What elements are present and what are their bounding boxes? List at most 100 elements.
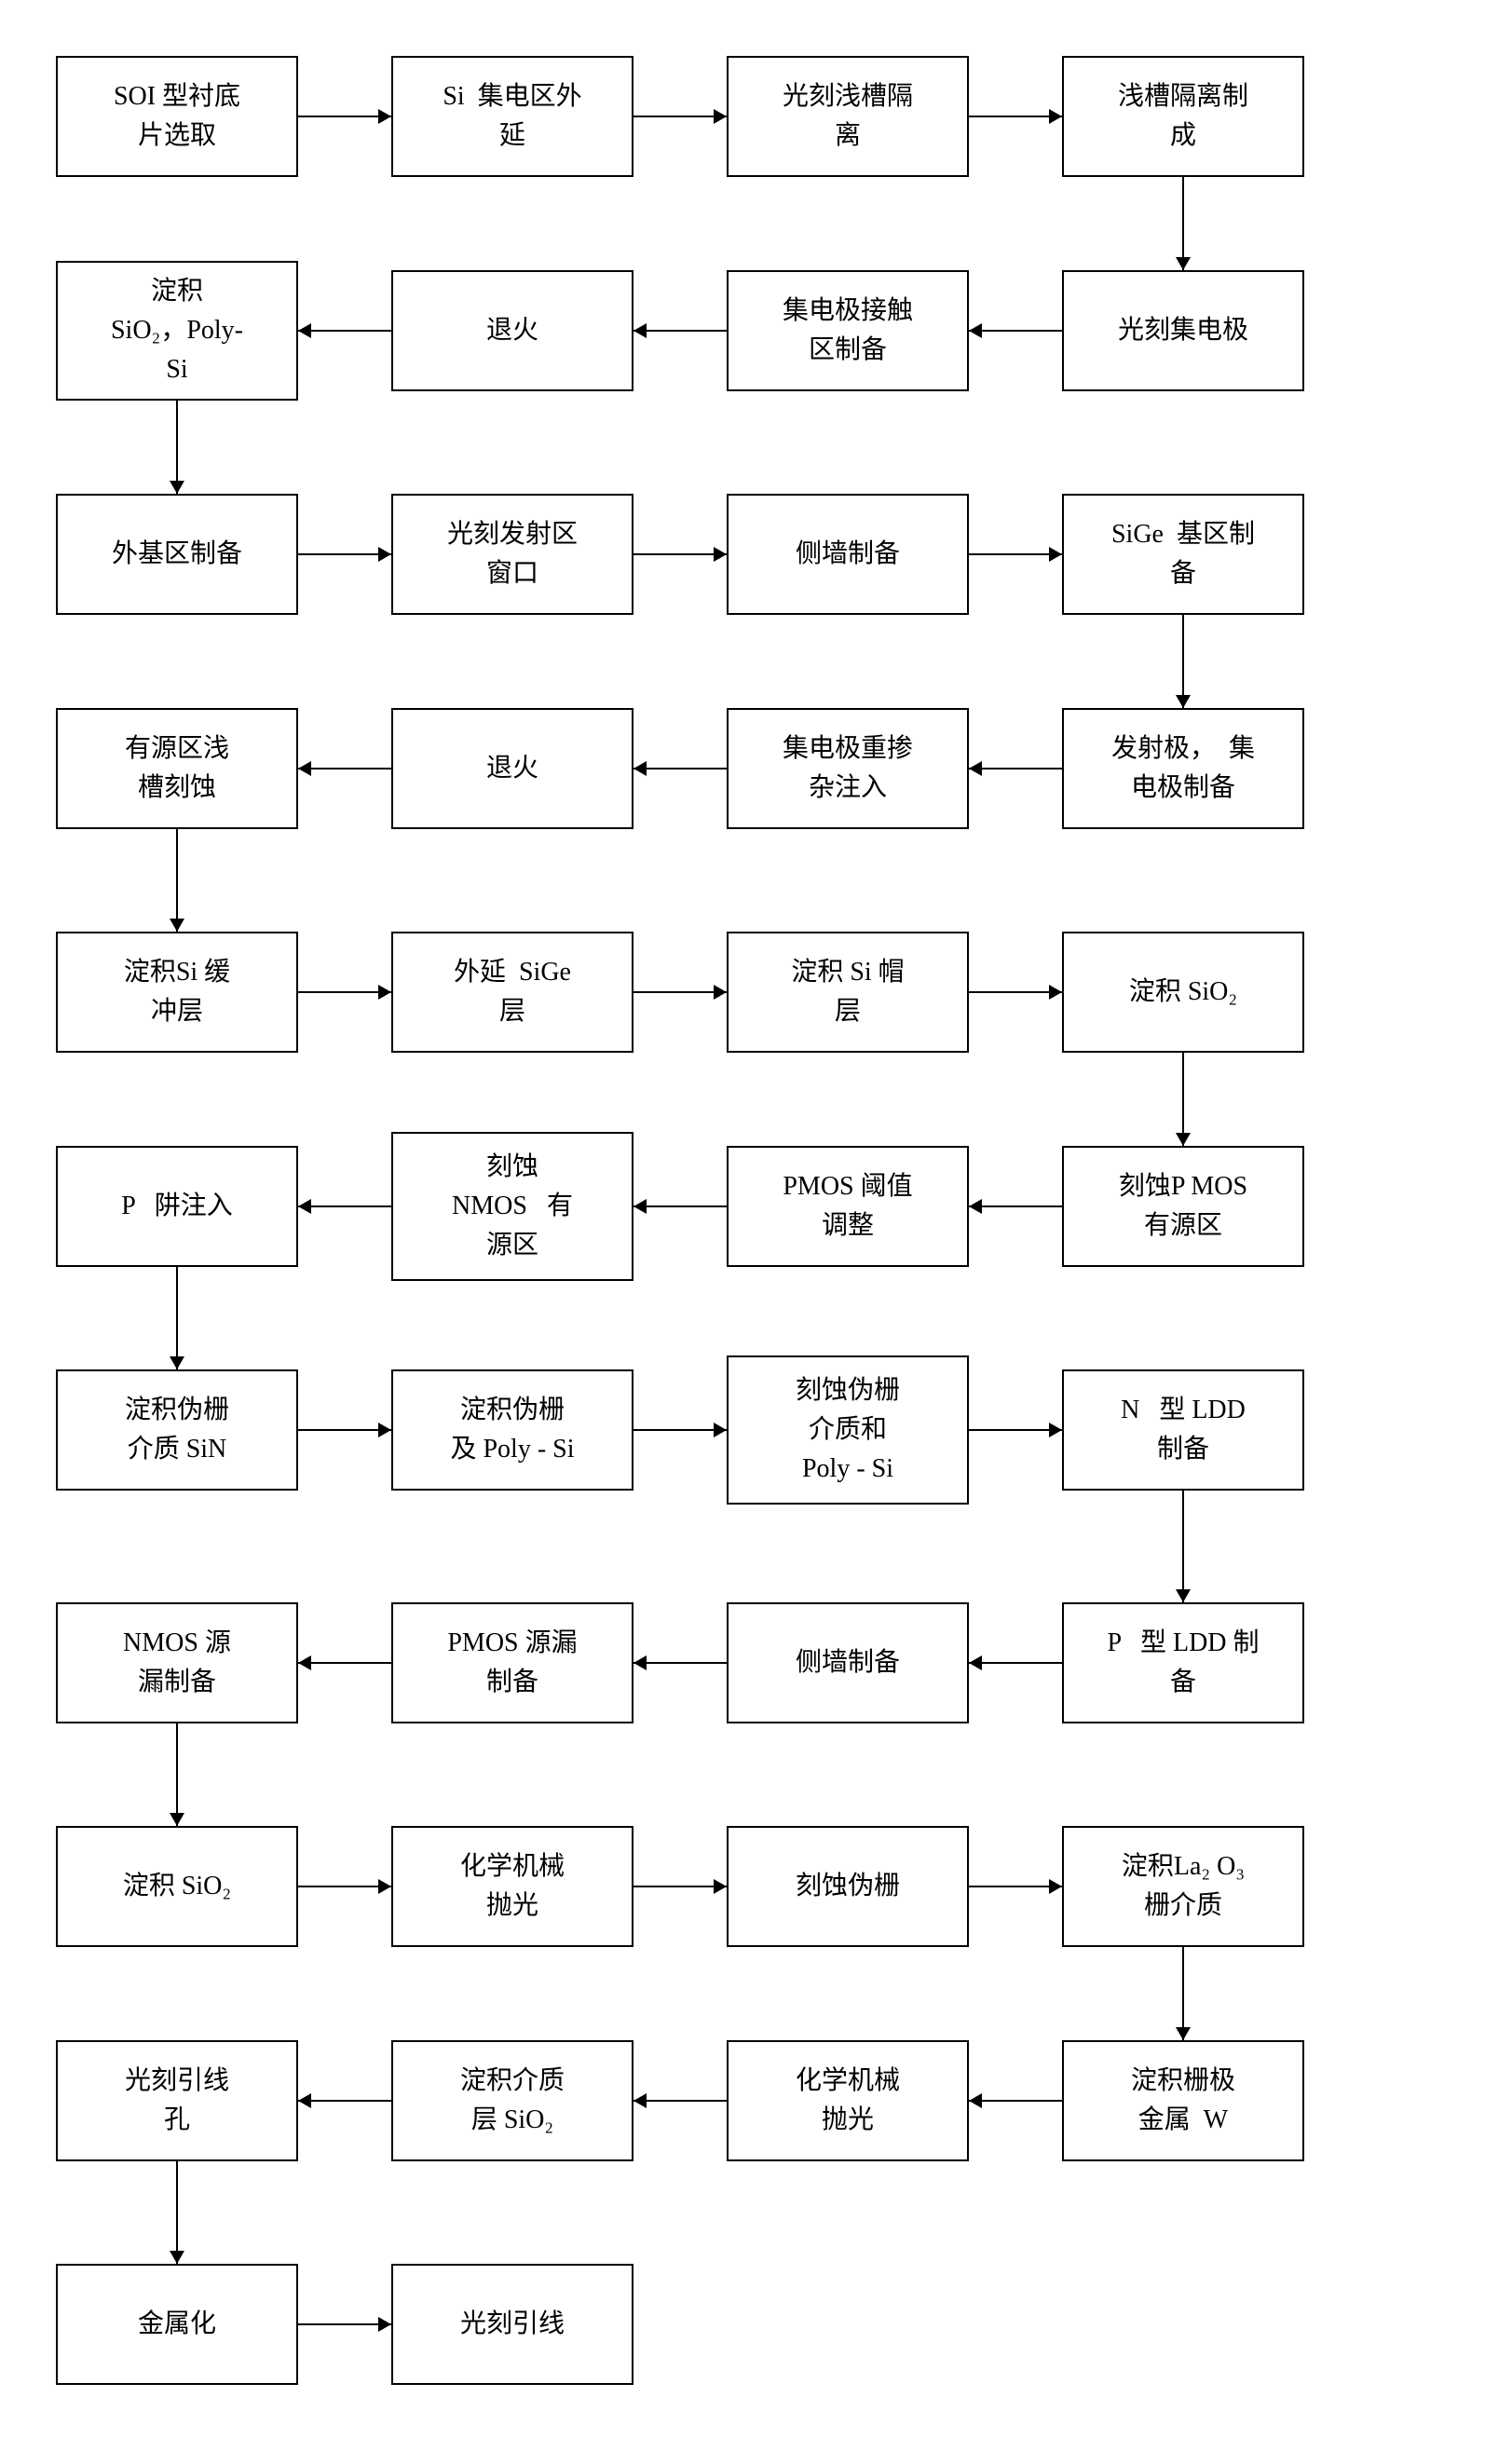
- node-dep-si-buffer: 淀积Si 缓 冲层: [56, 932, 298, 1053]
- arrow-line: [969, 1429, 1062, 1431]
- arrow-line: [298, 1662, 391, 1664]
- node-collector-contact: 集电极接触 区制备: [727, 270, 969, 391]
- arrow-head: [969, 2093, 982, 2108]
- arrow-line: [1182, 1947, 1184, 2040]
- arrow-line: [633, 1662, 727, 1664]
- node-etch-nmos-active: 刻蚀 NMOS 有 源区: [391, 1132, 633, 1281]
- arrow-head: [633, 1655, 647, 1670]
- arrow-line: [298, 116, 391, 117]
- arrow-head: [714, 1879, 727, 1894]
- node-dep-dummy-sin: 淀积伪栅 介质 SiN: [56, 1369, 298, 1491]
- arrow-head: [378, 109, 391, 124]
- arrow-head: [378, 547, 391, 562]
- node-anneal-1: 退火: [391, 270, 633, 391]
- arrow-head: [969, 323, 982, 338]
- arrow-line: [633, 1886, 727, 1887]
- arrow-head: [714, 547, 727, 562]
- arrow-line: [969, 2100, 1062, 2102]
- arrow-head: [1049, 1423, 1062, 1437]
- arrow-head: [969, 1199, 982, 1214]
- node-active-trench-etch: 有源区浅 槽刻蚀: [56, 708, 298, 829]
- arrow-line: [298, 1205, 391, 1207]
- node-anneal-2: 退火: [391, 708, 633, 829]
- arrow-line: [633, 330, 727, 332]
- arrow-head: [633, 323, 647, 338]
- node-p-well-implant: P 阱注入: [56, 1146, 298, 1267]
- arrow-head: [170, 481, 184, 494]
- arrow-line: [969, 553, 1062, 555]
- node-pmos-sd: PMOS 源漏 制备: [391, 1602, 633, 1723]
- arrow-head: [170, 919, 184, 932]
- node-emitter-collector: 发射极， 集 电极制备: [1062, 708, 1304, 829]
- node-sidewall-2: 侧墙制备: [727, 1602, 969, 1723]
- arrow-line: [969, 1662, 1062, 1664]
- arrow-head: [298, 1199, 311, 1214]
- arrow-line: [298, 2323, 391, 2325]
- arrow-head: [170, 1356, 184, 1369]
- arrow-head: [298, 1655, 311, 1670]
- arrow-line: [298, 1886, 391, 1887]
- arrow-head: [298, 2093, 311, 2108]
- arrow-line: [176, 1723, 178, 1826]
- arrow-line: [969, 1886, 1062, 1887]
- arrow-line: [176, 829, 178, 932]
- arrow-line: [298, 991, 391, 993]
- node-sti-form: 浅槽隔离制 成: [1062, 56, 1304, 177]
- node-soi-substrate: SOI 型衬底 片选取: [56, 56, 298, 177]
- arrow-head: [378, 985, 391, 1000]
- arrow-line: [298, 553, 391, 555]
- node-etch-dummy-gate: 刻蚀伪栅: [727, 1826, 969, 1947]
- arrow-head: [170, 1813, 184, 1826]
- arrow-head: [714, 109, 727, 124]
- node-litho-collector: 光刻集电极: [1062, 270, 1304, 391]
- node-p-ldd: P 型 LDD 制 备: [1062, 1602, 1304, 1723]
- arrow-head: [633, 2093, 647, 2108]
- arrow-head: [1049, 109, 1062, 124]
- arrow-head: [1176, 257, 1191, 270]
- arrow-head: [714, 985, 727, 1000]
- node-collector-heavy-implant: 集电极重掺 杂注入: [727, 708, 969, 829]
- arrow-line: [633, 2100, 727, 2102]
- node-dep-la2o3: 淀积La₂ O₃ 栅介质: [1062, 1826, 1304, 1947]
- arrow-line: [633, 1429, 727, 1431]
- arrow-head: [1176, 695, 1191, 708]
- node-etch-pmos-active: 刻蚀P MOS 有源区: [1062, 1146, 1304, 1267]
- arrow-head: [969, 1655, 982, 1670]
- node-dep-dielectric-sio2: 淀积介质 层 SiO₂: [391, 2040, 633, 2161]
- arrow-head: [1049, 547, 1062, 562]
- node-dep-sio2: 淀积 SiO₂: [1062, 932, 1304, 1053]
- arrow-head: [714, 1423, 727, 1437]
- node-sidewall-1: 侧墙制备: [727, 494, 969, 615]
- arrow-line: [969, 991, 1062, 993]
- arrow-line: [298, 2100, 391, 2102]
- arrow-line: [969, 1205, 1062, 1207]
- node-nmos-sd: NMOS 源 漏制备: [56, 1602, 298, 1723]
- node-litho-via: 光刻引线 孔: [56, 2040, 298, 2161]
- arrow-line: [633, 768, 727, 770]
- node-etch-dummy: 刻蚀伪栅 介质和 Poly - Si: [727, 1355, 969, 1505]
- arrow-line: [1182, 177, 1184, 270]
- arrow-head: [170, 2251, 184, 2264]
- node-epi-sige: 外延 SiGe 层: [391, 932, 633, 1053]
- arrow-line: [176, 2161, 178, 2264]
- arrow-head: [298, 761, 311, 776]
- arrow-line: [969, 116, 1062, 117]
- node-metallization: 金属化: [56, 2264, 298, 2385]
- arrow-head: [378, 2317, 391, 2332]
- arrow-line: [633, 116, 727, 117]
- node-litho-wire: 光刻引线: [391, 2264, 633, 2385]
- node-litho-sti: 光刻浅槽隔 离: [727, 56, 969, 177]
- arrow-head: [1176, 1589, 1191, 1602]
- node-dep-sio2-2: 淀积 SiO₂: [56, 1826, 298, 1947]
- arrow-line: [176, 401, 178, 494]
- node-litho-emitter-window: 光刻发射区 窗口: [391, 494, 633, 615]
- arrow-head: [1049, 985, 1062, 1000]
- arrow-line: [969, 768, 1062, 770]
- arrow-head: [633, 761, 647, 776]
- arrow-head: [378, 1423, 391, 1437]
- arrow-line: [298, 768, 391, 770]
- node-dep-si-cap: 淀积 Si 帽 层: [727, 932, 969, 1053]
- arrow-line: [1182, 1491, 1184, 1602]
- arrow-head: [633, 1199, 647, 1214]
- arrow-line: [298, 330, 391, 332]
